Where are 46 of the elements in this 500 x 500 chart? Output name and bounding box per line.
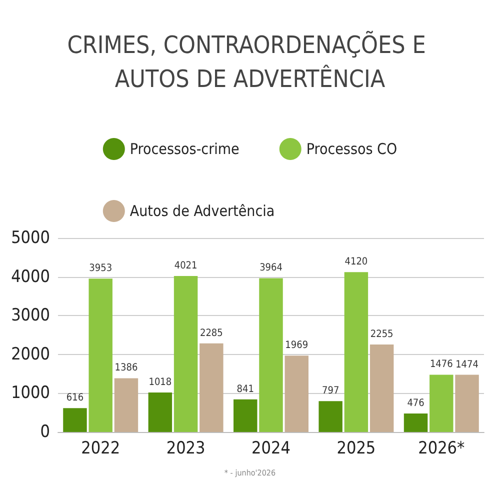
text: * - junho'2026 (224, 468, 276, 478)
y-tick-label: 4000 (11, 266, 50, 287)
data-label: 1018 (148, 377, 172, 388)
x-tick-label: 2022 (81, 438, 120, 458)
legend-label: Autos de Advertência (130, 202, 275, 220)
data-label: 2255 (370, 329, 394, 340)
bar (88, 278, 112, 432)
data-label: 841 (236, 384, 254, 395)
bar (284, 356, 308, 432)
bar (455, 374, 479, 432)
data-label: 3964 (260, 262, 283, 274)
data-label: 2285 (200, 328, 223, 339)
data-label: 616 (66, 392, 84, 404)
y-tick-label: 5000 (11, 228, 50, 248)
data-label: 1386 (114, 362, 138, 374)
bar (174, 276, 198, 432)
bar (318, 401, 342, 432)
x-tick-label: 2024 (252, 438, 290, 458)
data-label: 3953 (89, 263, 112, 274)
y-tick-label: 3000 (11, 306, 50, 326)
x-tick-label: 2025 (336, 438, 376, 458)
bar (148, 392, 172, 432)
bar (430, 374, 454, 432)
legend-label: Processos-crime (130, 140, 240, 158)
bar (63, 408, 87, 432)
data-label: 476 (407, 398, 425, 410)
y-tick-label: 1000 (11, 383, 50, 404)
bar (259, 278, 283, 432)
legend-label: Processos CO (306, 140, 398, 158)
data-label: 4021 (174, 260, 198, 272)
data-label: 1476 (430, 359, 454, 370)
bar (200, 343, 224, 432)
bar (404, 414, 428, 432)
bar (114, 378, 138, 432)
bar (370, 344, 394, 432)
bar (344, 272, 368, 432)
bar (234, 399, 258, 432)
data-label: 4120 (344, 256, 368, 268)
x-tick-label: 2023 (166, 438, 206, 458)
data-label: 1969 (285, 340, 308, 352)
x-tick-label: 2026* (418, 438, 466, 458)
chart-title: CRIMES, CONTRAORDENAÇÕES E AUTOS DE ADVERTÊNCIA (67, 30, 433, 93)
y-tick-label: 2000 (11, 344, 50, 364)
data-label: 797 (322, 386, 340, 397)
y-tick-label: 0 (40, 422, 50, 442)
data-label: 1474 (456, 359, 479, 370)
